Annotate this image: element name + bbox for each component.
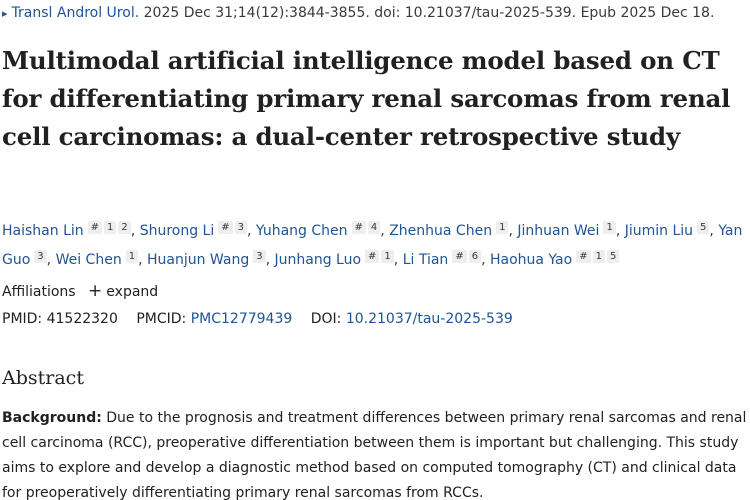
equal-contribution-mark[interactable]: # bbox=[218, 221, 233, 234]
pmid-value: 41522320 bbox=[46, 311, 118, 327]
author-affiliation-marks: 1 bbox=[494, 221, 509, 234]
pmcid-link[interactable]: PMC12779439 bbox=[190, 311, 293, 327]
equal-contribution-mark[interactable]: # bbox=[452, 250, 467, 263]
abstract-background: Background: Due to the prognosis and tre… bbox=[2, 406, 747, 500]
author-item: Shurong Li #3, bbox=[139, 221, 256, 239]
author-affiliation-marks: #4 bbox=[350, 221, 381, 234]
triangle-right-icon: ▸ bbox=[2, 7, 8, 20]
author-name-link[interactable]: Junhang Luo bbox=[274, 252, 362, 268]
author-name-link[interactable]: Haishan Lin bbox=[2, 223, 84, 239]
affiliation-ref[interactable]: 6 bbox=[468, 250, 482, 263]
pmid: PMID: 41522320 bbox=[2, 311, 122, 327]
author-name-link[interactable]: Jiumin Liu bbox=[624, 223, 694, 239]
author-item: Junhang Luo #1, bbox=[274, 250, 403, 268]
pmid-label: PMID: bbox=[2, 311, 43, 327]
author-name-link[interactable]: Haohua Yao bbox=[489, 252, 573, 268]
author-separator: , bbox=[46, 252, 56, 268]
author-item: Jiumin Liu 5, bbox=[624, 221, 719, 239]
author-item: Zhenhua Chen 1, bbox=[389, 221, 518, 239]
equal-contribution-mark[interactable]: # bbox=[576, 250, 591, 263]
affiliation-ref[interactable]: 5 bbox=[606, 250, 620, 263]
author-item: Yuhang Chen #4, bbox=[255, 221, 390, 239]
author-affiliation-marks: 3 bbox=[32, 250, 47, 263]
equal-contribution-mark[interactable]: # bbox=[87, 221, 103, 234]
author-item: Haohua Yao #1 5 bbox=[489, 250, 620, 268]
author-affiliation-marks: #1 5 bbox=[574, 250, 620, 263]
author-item: Haishan Lin #1 2, bbox=[2, 221, 140, 239]
author-separator: , bbox=[615, 223, 625, 239]
author-separator: , bbox=[380, 223, 390, 239]
author-separator: , bbox=[508, 223, 518, 239]
abstract-heading: Abstract bbox=[2, 367, 84, 389]
author-affiliation-marks: #3 bbox=[216, 221, 247, 234]
author-affiliation-marks: 3 bbox=[251, 250, 266, 263]
affiliation-ref[interactable]: 3 bbox=[34, 250, 47, 263]
author-separator: , bbox=[481, 252, 490, 268]
pmcid: PMCID: PMC12779439 bbox=[136, 311, 296, 327]
author-item: Li Tian #6, bbox=[402, 250, 490, 268]
citation-line: ▸ Transl Androl Urol. 2025 Dec 31;14(12):… bbox=[2, 4, 714, 23]
doi-link[interactable]: 10.21037/tau-2025-539 bbox=[345, 311, 513, 327]
affiliation-ref[interactable]: 1 bbox=[496, 221, 509, 234]
author-item: Yan Guo 3, bbox=[2, 223, 742, 268]
background-text: Due to the prognosis and treatment diffe… bbox=[2, 410, 747, 500]
author-item: Jinhuan Wei 1, bbox=[517, 221, 625, 239]
author-affiliation-marks: #1 bbox=[363, 250, 394, 263]
affiliation-ref[interactable]: 3 bbox=[234, 221, 247, 234]
author-item: Huanjun Wang 3, bbox=[146, 250, 275, 268]
author-name-link[interactable]: Li Tian bbox=[402, 252, 449, 268]
author-name-link[interactable]: Yuhang Chen bbox=[255, 223, 348, 239]
author-separator: , bbox=[265, 252, 275, 268]
affiliation-ref[interactable]: 1 bbox=[104, 221, 117, 234]
affiliation-ref[interactable]: 3 bbox=[253, 250, 266, 263]
affiliation-ref[interactable]: 2 bbox=[118, 221, 131, 234]
expand-label: expand bbox=[106, 284, 159, 300]
author-name-link[interactable]: Yan Guo bbox=[2, 223, 743, 268]
author-separator: , bbox=[393, 252, 403, 268]
background-label: Background: bbox=[2, 410, 102, 426]
author-separator: , bbox=[138, 252, 147, 268]
author-name-link[interactable]: Huanjun Wang bbox=[146, 252, 250, 268]
journal-link[interactable]: Transl Androl Urol. bbox=[11, 5, 140, 21]
affiliation-ref[interactable]: 5 bbox=[697, 221, 710, 234]
article-title: Multimodal artificial intelligence model… bbox=[2, 46, 731, 151]
equal-contribution-mark[interactable]: # bbox=[365, 250, 380, 263]
author-affiliation-marks: 1 bbox=[601, 221, 616, 234]
author-affiliation-marks: #6 bbox=[450, 250, 482, 263]
affiliation-ref[interactable]: 4 bbox=[367, 221, 381, 234]
author-separator: , bbox=[130, 223, 140, 239]
doi: DOI: 10.21037/tau-2025-539 bbox=[311, 311, 513, 327]
author-affiliation-marks: 1 bbox=[124, 250, 139, 263]
affiliations-row: Affiliations + expand bbox=[2, 281, 158, 302]
author-affiliation-marks: #1 2 bbox=[86, 221, 131, 234]
citation-details: 2025 Dec 31;14(12):3844-3855. doi: 10.21… bbox=[143, 5, 715, 21]
author-list: Haishan Lin #1 2, Shurong Li #3, Yuhang Che… bbox=[2, 215, 750, 273]
doi-label: DOI: bbox=[310, 311, 342, 327]
affiliation-ref[interactable]: 1 bbox=[603, 221, 616, 234]
author-name-link[interactable]: Jinhuan Wei bbox=[517, 223, 600, 239]
affiliations-label: Affiliations bbox=[2, 284, 76, 300]
author-name-link[interactable]: Zhenhua Chen bbox=[389, 223, 493, 239]
equal-contribution-mark[interactable]: # bbox=[351, 221, 366, 234]
author-separator: , bbox=[709, 223, 719, 239]
author-name-link[interactable]: Shurong Li bbox=[139, 223, 215, 239]
author-separator: , bbox=[247, 223, 256, 239]
affiliation-ref[interactable]: 1 bbox=[125, 250, 139, 263]
author-affiliation-marks: 5 bbox=[695, 221, 710, 234]
plus-icon: + bbox=[88, 281, 103, 301]
pmcid-label: PMCID: bbox=[136, 311, 187, 327]
author-name-link[interactable]: Wei Chen bbox=[55, 252, 122, 268]
affiliation-ref[interactable]: 1 bbox=[381, 250, 394, 263]
affiliation-ref[interactable]: 1 bbox=[592, 250, 605, 263]
affiliations-expand-button[interactable]: + expand bbox=[88, 281, 159, 301]
identifiers-row: PMID: 41522320 PMCID: PMC12779439 DOI: 1… bbox=[2, 309, 527, 329]
author-item: Wei Chen 1, bbox=[55, 250, 147, 268]
